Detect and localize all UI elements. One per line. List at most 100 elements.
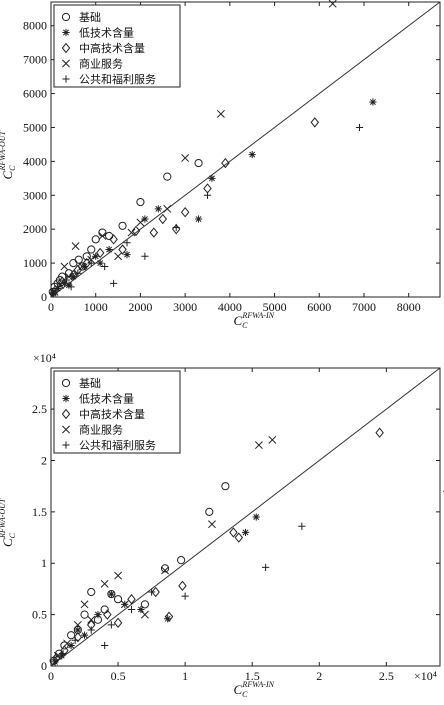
data-point (114, 571, 123, 580)
data-point (140, 600, 149, 609)
data-point (54, 283, 62, 291)
data-point (96, 259, 104, 267)
data-point (59, 650, 67, 658)
data-point (208, 520, 216, 529)
y-tick-label: 1.5 (32, 505, 47, 519)
data-point (158, 213, 168, 225)
data-point (120, 600, 129, 609)
data-point (80, 262, 89, 271)
y-tick-label: 2.5 (32, 402, 47, 416)
y-tick-label: 8000 (23, 19, 47, 33)
legend-label: 商业服务 (79, 57, 123, 71)
legend-label: 基础 (79, 11, 101, 24)
data-point (208, 174, 216, 182)
data-point (136, 197, 145, 207)
legend-label: 中高技术含量 (79, 407, 145, 421)
data-point (136, 218, 145, 227)
legend-marker (62, 394, 70, 403)
x-tick-label: 8000 (397, 300, 421, 314)
data-point (49, 289, 57, 297)
data-point (216, 109, 225, 118)
data-point (369, 98, 377, 106)
data-point (118, 221, 127, 230)
y-axis-label-text: CCRFWA-OUT (0, 131, 17, 180)
data-point (178, 580, 187, 592)
data-point (71, 242, 80, 251)
data-point (248, 150, 256, 159)
data-point (127, 594, 136, 605)
diagonal-reference-line (50, 367, 441, 667)
data-point (100, 579, 109, 588)
data-point (328, 0, 337, 8)
data-point (60, 645, 69, 656)
data-point (60, 262, 69, 271)
data-point (50, 287, 59, 296)
y-axis-label: CCRFWA-OUT (0, 131, 17, 180)
data-point (205, 507, 214, 516)
data-point (172, 223, 180, 232)
data-point (94, 611, 102, 619)
data-point (51, 656, 59, 664)
data-point (67, 641, 75, 650)
x-tick-label: 2.5 (379, 669, 394, 683)
data-point (154, 205, 162, 213)
x-tick-label: 2000 (128, 300, 152, 314)
x-tick-label: 7000 (352, 300, 376, 314)
data-point (113, 595, 123, 604)
y-axis-label-text: CCRFWA-OUT (0, 498, 17, 547)
data-point (100, 605, 109, 614)
legend-marker (61, 408, 71, 420)
data-point (63, 276, 71, 284)
data-point (107, 621, 115, 629)
data-point (203, 183, 212, 194)
data-point (254, 441, 263, 450)
data-point (71, 636, 79, 644)
y-tick-label: 7000 (23, 53, 47, 67)
data-point (69, 273, 77, 281)
data-point (194, 158, 203, 168)
x-tick-label: 0 (48, 300, 54, 314)
y-tick-label: 2000 (23, 222, 47, 236)
y-tick-label: 3000 (23, 188, 47, 202)
data-point (67, 283, 75, 291)
data-point (91, 235, 100, 244)
data-point (123, 251, 131, 259)
data-point (109, 234, 118, 245)
x-tick-label: 0 (48, 669, 54, 683)
data-point (221, 482, 230, 491)
data-point (113, 617, 123, 629)
data-point (252, 513, 260, 521)
y-tick-label: 0 (41, 290, 47, 304)
bottom-scatter-panel: 0 0.5 1 1.5 2 2.5 0 0.5 1 1.5 2 2.5 ×10⁴ ×10⁴ CCRFWA-I… (0, 351, 444, 699)
data-point (58, 652, 66, 660)
data-point (151, 586, 160, 598)
data-point (268, 435, 277, 444)
data-point (69, 258, 78, 268)
diagonal-reference-line (50, 1, 441, 298)
legend-label: 公共和福利服务 (79, 438, 156, 452)
data-point (310, 117, 320, 128)
data-point (355, 123, 364, 132)
y-tick-label: 0 (41, 659, 47, 673)
data-point (103, 609, 112, 620)
legend-marker (62, 425, 70, 434)
data-point (80, 631, 89, 639)
legend-label: 公共和福利服务 (79, 72, 156, 86)
y-tick-label: 1000 (23, 256, 47, 270)
data-point (131, 225, 141, 237)
data-point (164, 611, 174, 622)
data-point (203, 191, 212, 199)
plot-frame (50, 367, 441, 667)
data-point (63, 639, 72, 648)
data-point (78, 262, 87, 271)
data-point (74, 626, 82, 634)
data-point (127, 228, 136, 237)
data-point (140, 610, 149, 619)
data-point (234, 532, 244, 543)
data-point (101, 262, 109, 271)
legend-label: 低技术含量 (79, 392, 134, 406)
data-point (161, 566, 169, 575)
legend-label: 低技术含量 (79, 26, 134, 40)
